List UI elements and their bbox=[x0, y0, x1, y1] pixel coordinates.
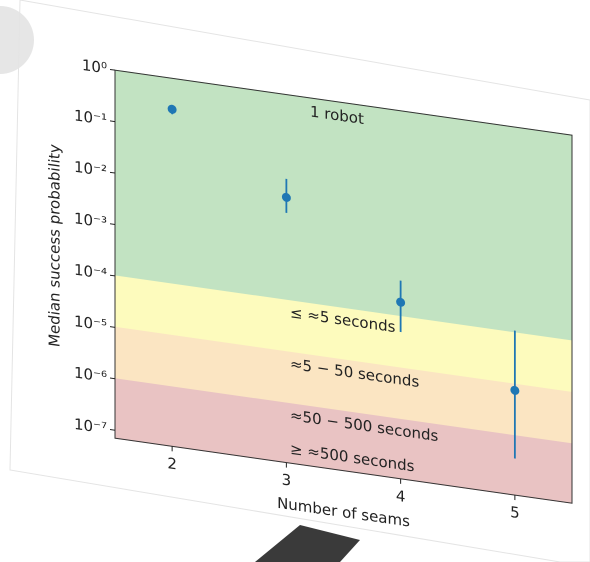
y-tick bbox=[110, 377, 115, 380]
y-tick bbox=[110, 223, 115, 225]
point bbox=[396, 297, 406, 307]
y-tick-label: 10⁻⁷ bbox=[74, 415, 107, 438]
y-tick bbox=[110, 326, 115, 328]
x-axis-label: Number of seams bbox=[277, 494, 410, 531]
decor-circle bbox=[0, 6, 34, 74]
y-tick-label: 10⁻⁴ bbox=[74, 261, 107, 284]
y-tick-label: 10⁻¹ bbox=[74, 106, 107, 129]
point bbox=[510, 385, 520, 395]
x-tick-label: 2 bbox=[167, 454, 177, 473]
y-tick bbox=[110, 120, 115, 123]
y-tick bbox=[110, 428, 115, 431]
point bbox=[281, 192, 291, 202]
y-tick-label: 10⁻³ bbox=[74, 209, 107, 232]
point bbox=[167, 104, 177, 114]
y-tick bbox=[110, 171, 115, 174]
x-tick-label: 4 bbox=[396, 487, 406, 506]
y-tick bbox=[110, 274, 115, 277]
plot-frame bbox=[114, 69, 573, 504]
y-axis-label: Median success probability bbox=[46, 143, 64, 348]
y-tick bbox=[110, 68, 115, 71]
x-tick-label: 3 bbox=[282, 470, 292, 489]
y-tick-label: 10⁻⁵ bbox=[74, 312, 107, 335]
y-tick-label: 10⁻² bbox=[74, 158, 107, 181]
x-tick-label: 5 bbox=[510, 503, 520, 522]
plot: 1 robot≤ ≈5 seconds≈5 − 50 seconds≈50 − … bbox=[46, 56, 573, 531]
y-tick-label: 10⁰ bbox=[82, 56, 107, 77]
device-corner bbox=[255, 525, 360, 562]
y-tick-label: 10⁻⁶ bbox=[74, 363, 107, 386]
paper-edge bbox=[9, 0, 590, 562]
